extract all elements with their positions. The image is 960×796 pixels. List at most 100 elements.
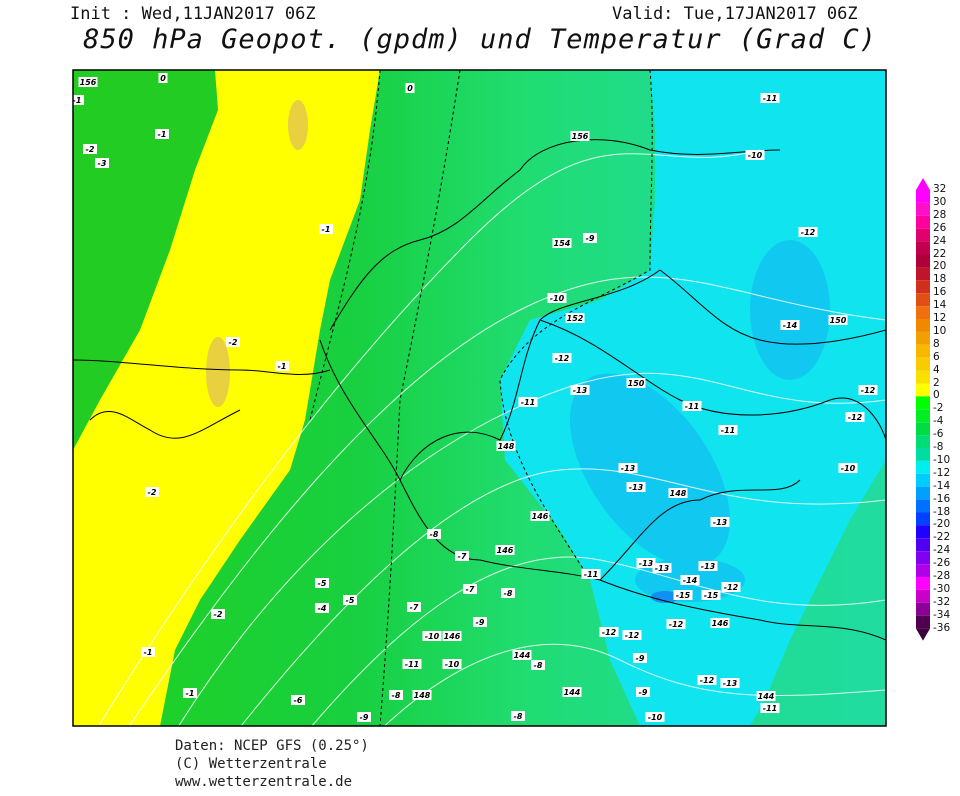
contour-label: -7 [410,603,419,612]
legend-swatch [916,319,930,332]
contour-label-box [633,653,647,663]
contour-label-box [636,558,656,568]
valid-time: Valid: Tue,17JAN2017 06Z [612,4,858,24]
contour-label: -3 [98,159,107,168]
legend-swatch [916,190,930,203]
contour-label: -8 [430,530,439,539]
contour-label: 146 [497,546,514,555]
legend-label: -14 [933,479,951,492]
contour-label: 144 [564,688,581,697]
contour-label-box [720,678,740,688]
legend-swatch [916,589,930,603]
contour-label: 144 [758,692,775,701]
contour-label-box [226,337,240,347]
legend-swatch [916,202,930,216]
contour-label-box [95,158,109,168]
contour-label: -7 [466,585,475,594]
contour-label-box [422,631,442,641]
legend-label: -22 [933,531,951,544]
legend-swatch [916,577,930,590]
contour-label: -1 [158,130,167,139]
contour-label: -1 [278,362,287,371]
contour-label-box [547,293,567,303]
contour-label: -2 [86,145,95,154]
contour-label: -9 [586,234,595,243]
contour-label: -7 [458,552,467,561]
contour-label: -10 [841,464,856,473]
contour-label: -12 [801,228,816,237]
legend-label: 20 [933,260,947,273]
contour-label-box [626,482,646,492]
temperature-legend [916,178,930,641]
legend-swatch [916,280,930,294]
contour-label: -14 [783,321,798,330]
copyright: (C) Wetterzentrale [175,756,327,772]
legend-label: 18 [933,273,947,286]
legend-swatch [916,293,930,307]
contour-label: -13 [713,518,728,527]
contour-label-box [402,659,422,669]
legend-label: -8 [933,441,944,453]
contour-label: -8 [534,661,543,670]
legend-label: -34 [933,608,951,621]
website-link[interactable]: www.wetterzentrale.de [175,774,353,790]
contour-label-box [412,690,432,700]
contour-label: 146 [532,512,549,521]
contour-label-box [697,675,717,685]
contour-label: -1 [322,225,331,234]
contour-label: 154 [554,239,571,248]
contour-label-box [721,582,741,592]
legend-label: 30 [933,195,947,208]
contour-label-box [291,695,305,705]
legend-swatch [916,215,930,229]
legend-label: -12 [933,466,951,479]
contour-label: -11 [763,94,777,103]
contour-label-box [518,397,538,407]
contour-label: 144 [514,651,531,660]
contour-label: -1 [73,96,82,105]
contour-label: -4 [318,604,327,613]
legend-label: -24 [933,544,951,557]
contour-label-box [570,131,590,141]
contour-label: -13 [639,559,654,568]
legend-swatch [916,306,930,319]
contour-label: 148 [498,442,515,451]
legend-label: -16 [933,492,951,505]
contour-label-box [442,659,462,669]
contour-label-box [599,627,619,637]
contour-label: 150 [628,379,645,388]
contour-label: -10 [425,632,440,641]
contour-label: -11 [584,570,598,579]
legend-label: -18 [933,505,951,518]
legend-swatch [916,499,930,513]
contour-label-box [407,602,421,612]
contour-label-box [798,227,818,237]
legend-label: 26 [933,221,947,234]
legend-arrow-down [916,628,930,641]
legend-label: 0 [933,389,940,402]
contour-label-box [845,412,865,422]
contour-label: -8 [504,589,513,598]
contour-label-box [680,575,700,585]
contour-label: -15 [704,591,719,600]
contour-label: -11 [685,402,699,411]
legend-swatch [916,486,930,500]
contour-label-box [565,313,585,323]
legend-label: -28 [933,570,951,582]
contour-label: 0 [407,84,413,93]
contour-label: -9 [639,688,648,697]
legend-swatch [916,602,930,616]
map-frame [72,69,887,727]
contour-label: -9 [476,618,485,627]
legend-label: -2 [933,402,944,415]
contour-label: -10 [648,713,663,722]
legend-label: 24 [933,234,947,247]
contour-label-box [405,83,415,93]
contour-label-box [673,590,693,600]
contour-label-box [718,425,738,435]
contour-label: -12 [848,413,863,422]
contour-label-box [473,617,487,627]
contour-label-box [622,630,642,640]
contour-label-box [78,77,98,87]
legend-arrow-up [916,178,930,190]
